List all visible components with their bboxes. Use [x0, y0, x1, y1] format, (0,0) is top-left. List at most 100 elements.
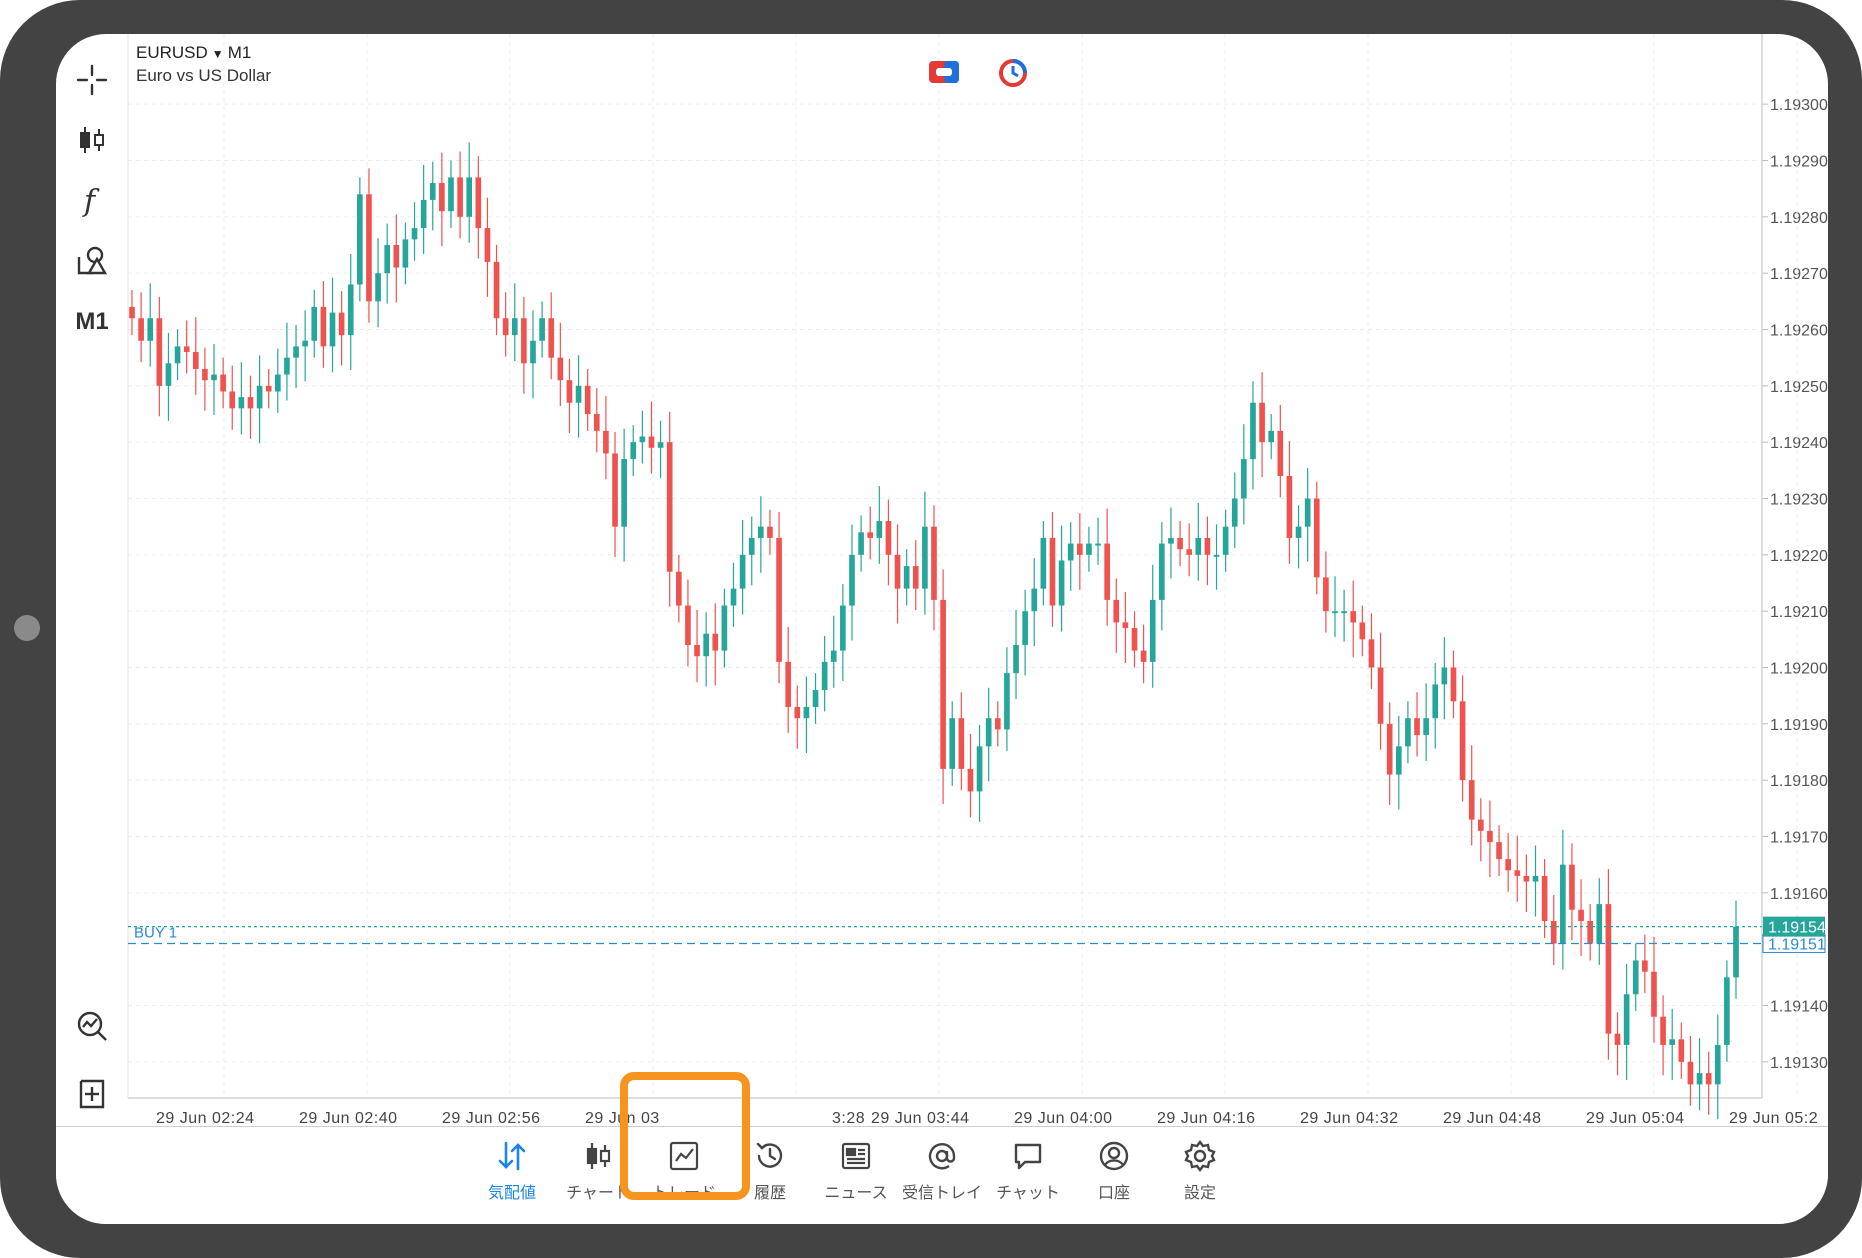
candle-body [1104, 543, 1110, 600]
price-tick-label: 1.19200 [1770, 661, 1828, 678]
price-tick-label: 1.19160 [1770, 886, 1828, 903]
tab-quotes[interactable]: 気配値 [464, 1135, 560, 1215]
price-tick-label: 1.19140 [1770, 999, 1828, 1016]
candle-body [466, 177, 473, 217]
candle-body [603, 430, 609, 454]
candle-body [484, 228, 491, 262]
price-tick-label: 1.19220 [1770, 548, 1828, 565]
candle-body [1505, 859, 1511, 871]
candle-body [384, 245, 391, 274]
time-tick-label: 29 Jun 04:32 [1300, 1110, 1399, 1126]
candle-body [1149, 599, 1156, 662]
candle-body [1159, 543, 1165, 600]
tab-label: 受信トレイ [901, 1185, 982, 1202]
tab-label: 気配値 [487, 1185, 536, 1202]
candle-body [138, 318, 144, 341]
tab-label: 口座 [1097, 1185, 1130, 1202]
timeframe-button[interactable]: M1 [66, 296, 118, 348]
candle-body [1605, 904, 1612, 1034]
candle-body [238, 397, 245, 409]
candle-body [366, 194, 372, 302]
candle-body [940, 599, 946, 769]
new-order-icon[interactable] [66, 1068, 118, 1120]
tab-chat[interactable]: チャット [980, 1135, 1076, 1215]
price-tick-label: 1.19290 [1770, 154, 1828, 171]
objects-icon[interactable] [66, 234, 118, 286]
candle-body [1213, 554, 1220, 557]
trade-tab-highlight [620, 1072, 750, 1200]
time-tick-label: 29 Jun 04:00 [1014, 1110, 1113, 1126]
candle-body [393, 245, 400, 268]
device-home-button[interactable] [14, 615, 40, 641]
symbol-name: EURUSD [136, 43, 208, 62]
symbol-description: Euro vs US Dollar [136, 66, 272, 85]
order-line-tag: BUY 1 [134, 925, 177, 942]
symbol-title[interactable]: EURUSD ▼ M1 [136, 42, 271, 65]
tab-account[interactable]: 口座 [1066, 1135, 1162, 1215]
candle-body [1113, 599, 1120, 623]
candle-body [767, 526, 773, 538]
candle-body [229, 391, 236, 409]
tab-history[interactable]: 履歴 [722, 1135, 818, 1215]
candle-body [1569, 864, 1575, 910]
candle-body [803, 706, 810, 719]
candle-body [429, 183, 436, 200]
crosshair-icon[interactable] [66, 54, 118, 106]
time-tick-label: 29 Jun 02:56 [442, 1110, 541, 1126]
candle-body [1031, 588, 1038, 612]
candle-body [511, 318, 518, 336]
tab-chart[interactable]: チャート [550, 1135, 646, 1215]
price-tick-label: 1.19180 [1770, 773, 1828, 790]
candle-body [967, 768, 974, 792]
candle-body [247, 397, 254, 409]
tab-settings[interactable]: 設定 [1152, 1135, 1248, 1215]
candle-body [457, 177, 463, 217]
candle-body [748, 537, 755, 555]
symbol-dropdown-icon: ▼ [211, 47, 224, 61]
market-analysis-icon[interactable] [66, 1000, 118, 1052]
price-tick-label: 1.19250 [1770, 379, 1828, 396]
candle-body [1341, 611, 1347, 614]
candle-body [411, 228, 418, 240]
candle-body [1186, 549, 1193, 555]
candle-body [1642, 960, 1648, 972]
candle-body [521, 318, 527, 364]
candle-body [1304, 498, 1311, 527]
chart-type-icon[interactable] [66, 114, 118, 166]
candle-body [821, 661, 828, 691]
candle-body [1241, 459, 1247, 499]
tab-news[interactable]: ニュース [808, 1135, 904, 1215]
candle-body [922, 526, 928, 589]
indicators-icon[interactable]: f [66, 174, 118, 226]
candle-body [812, 690, 819, 707]
auto-trading-icon[interactable] [998, 58, 1028, 88]
candle-body [1122, 622, 1129, 629]
candle-body [1013, 644, 1019, 674]
candle-body [694, 644, 700, 657]
candle-body [1076, 543, 1083, 555]
candle-body [1496, 842, 1502, 860]
tab-label: 設定 [1183, 1185, 1216, 1202]
candle-body [557, 357, 564, 381]
candle-body [1395, 746, 1402, 775]
candle-body [311, 306, 318, 341]
time-tick-label: 29 Jun 03:44 [871, 1110, 970, 1126]
mailbox-icon [928, 1143, 956, 1170]
tab-label: チャート [566, 1185, 630, 1202]
one-click-trading-icon[interactable] [928, 60, 960, 84]
candle-body [1140, 650, 1147, 662]
order-price-label: 1.19151 [1768, 937, 1826, 954]
price-tick-label: 1.19300 [1770, 97, 1828, 114]
candle-body [593, 414, 600, 431]
candle-body [1313, 498, 1320, 578]
candle-body [329, 312, 336, 347]
candle-body [1286, 475, 1293, 538]
price-tick-label: 1.19280 [1770, 210, 1828, 227]
tab-mailbox[interactable]: 受信トレイ [894, 1135, 990, 1215]
price-chart[interactable]: 1.19300 1.19290 1.19280 1.19270 1.19260 1.192… [56, 34, 1828, 1126]
symbol-info[interactable]: EURUSD ▼ M1 Euro vs US Dollar [136, 42, 271, 87]
bid-price-label: 1.19154 [1768, 920, 1826, 937]
candle-body [1177, 537, 1183, 550]
candle-body [949, 718, 956, 769]
